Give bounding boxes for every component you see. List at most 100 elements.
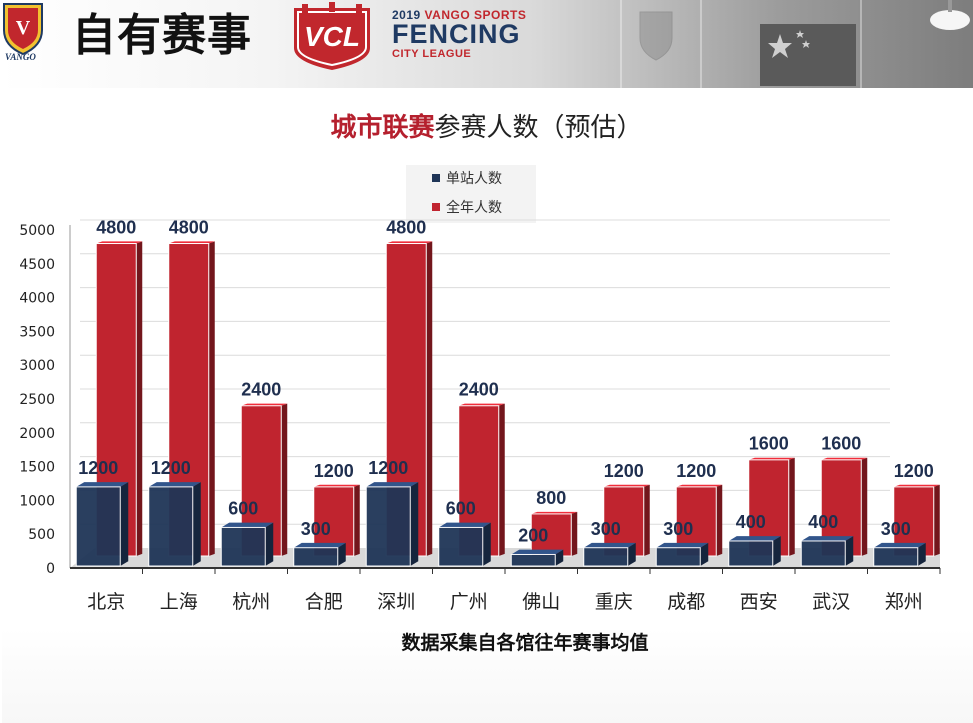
bar-annual (530, 513, 572, 557)
data-label-single: 600 (446, 499, 476, 519)
bar-single (220, 526, 266, 567)
data-label-single: 600 (228, 499, 258, 519)
bar-single-side (410, 482, 419, 566)
bar-single (438, 526, 484, 567)
data-label-single: 300 (591, 519, 621, 539)
legend-swatch-annual (432, 203, 440, 211)
bar-single (365, 486, 411, 567)
data-label-annual: 1200 (604, 461, 644, 481)
vango-shield-icon: V (3, 3, 43, 56)
bar-single-top (438, 522, 491, 528)
data-label-annual: 1600 (821, 434, 861, 454)
chart-title-highlight: 城市联赛 (330, 113, 435, 143)
data-label-annual: 1200 (314, 461, 354, 481)
x-tick-label: 重庆 (595, 591, 633, 613)
x-tick-label: 西安 (740, 591, 778, 613)
data-label-annual: 1200 (894, 461, 934, 481)
y-tick-label: 4500 (19, 257, 55, 273)
bar-annual-side (571, 511, 578, 556)
bar-single-side (337, 542, 346, 566)
x-tick-label: 深圳 (377, 591, 415, 613)
vcl-logo-text: VCL (304, 21, 360, 52)
bar-annual-side (716, 484, 723, 556)
bar-annual-top (313, 484, 360, 487)
y-tick-label: 500 (28, 527, 55, 543)
bar-single-top (583, 542, 636, 548)
bar-annual-side (643, 484, 650, 556)
bar-single-top (873, 542, 926, 548)
legend-swatch-single (432, 174, 440, 182)
chart-title-rest: 参赛人数（预估） (434, 113, 643, 143)
bar-single (148, 486, 194, 567)
vcl-logo-icon: VCL (294, 2, 370, 70)
x-tick-label: 郑州 (885, 591, 923, 613)
data-label-single: 300 (881, 519, 911, 539)
header-banner: V VANGO 自有赛事 VCL 2019 VANGO SPORTS FENCI… (0, 0, 973, 88)
bar-annual-side (933, 484, 940, 556)
bar-annual-side (788, 457, 795, 556)
bar-single (293, 547, 339, 567)
bar-single-top (656, 542, 709, 548)
y-tick-label: 2500 (19, 392, 55, 408)
data-label-annual: 1200 (676, 461, 716, 481)
data-label-annual: 4800 (96, 217, 136, 237)
bar-annual-top (821, 457, 868, 460)
ceiling-lamp-icon (930, 0, 970, 30)
shield-decor-icon (639, 11, 673, 61)
bar-single (728, 540, 774, 567)
x-tick-label: 武汉 (812, 591, 850, 613)
bar-single-top (148, 482, 201, 487)
x-tick-label: 北京 (87, 591, 125, 613)
bar-annual-side (861, 457, 868, 556)
data-label-annual: 1600 (749, 434, 789, 454)
bar-annual-side (426, 241, 433, 557)
bar-annual-side (498, 403, 505, 556)
bar-annual-top (531, 511, 578, 514)
chart-title: 城市联赛参赛人数（预估） (0, 110, 973, 146)
legend-item-annual: 全年人数 (432, 199, 502, 217)
y-tick-label: 1000 (19, 493, 55, 509)
chart-floor (70, 548, 940, 568)
x-tick-label: 成都 (667, 591, 705, 613)
data-label-single: 300 (663, 519, 693, 539)
bar-annual-side (136, 241, 143, 557)
bar-single-top (293, 542, 346, 548)
bar-annual-side (208, 241, 215, 557)
data-label-single: 400 (808, 512, 838, 532)
bar-single-side (700, 542, 709, 566)
brand-wordmark: VANGO (5, 52, 36, 62)
bar-single-side (265, 522, 274, 566)
x-tick-label: 佛山 (522, 591, 560, 613)
bar-single-side (555, 549, 564, 566)
bar-single-side (772, 536, 781, 566)
bar-single-top (728, 536, 781, 541)
x-tick-label: 合肥 (305, 591, 343, 613)
bar-single-top (366, 482, 419, 487)
bar-single-side (627, 542, 636, 566)
bar-single (75, 486, 121, 567)
bar-annual-top (168, 241, 215, 244)
y-tick-label: 2000 (19, 426, 55, 442)
legend-label-annual: 全年人数 (446, 200, 502, 216)
bar-annual-top (676, 484, 723, 487)
bar-single-side (192, 482, 201, 566)
data-label-single: 300 (301, 519, 331, 539)
chart-legend: 单站人数 全年人数 (406, 165, 536, 223)
x-tick-label: 杭州 (232, 591, 270, 613)
bar-single-top (221, 522, 274, 528)
data-label-annual: 2400 (241, 380, 281, 400)
bar-single (510, 553, 556, 567)
bar-annual-top (748, 457, 795, 460)
data-label-annual: 2400 (459, 380, 499, 400)
bar-single (800, 540, 846, 567)
legend-item-single: 单站人数 (432, 170, 502, 188)
bar-single-top (76, 482, 129, 487)
bar-annual-top (241, 403, 288, 406)
y-tick-label: 5000 (19, 223, 55, 239)
league-sponsor: VANGO SPORTS (424, 8, 527, 22)
data-label-single: 1200 (151, 458, 191, 478)
chart-caption: 数据采集自各馆往年赛事均值 (401, 632, 649, 654)
y-tick-label: 0 (46, 561, 55, 577)
bar-single (655, 547, 701, 567)
